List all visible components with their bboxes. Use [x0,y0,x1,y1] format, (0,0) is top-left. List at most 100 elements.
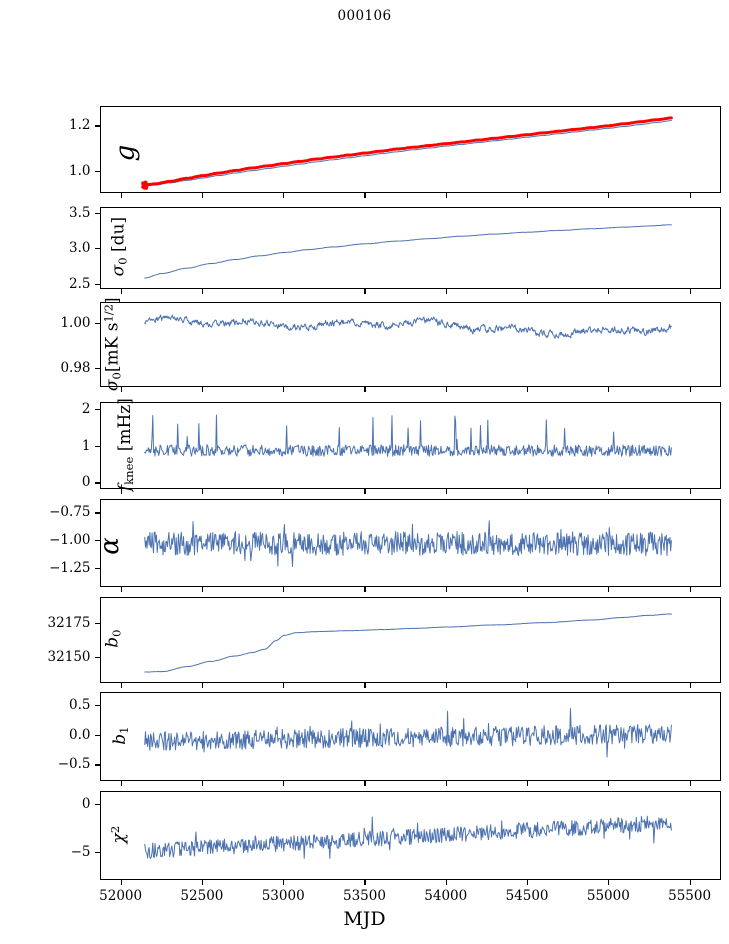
x-tick-mark [608,587,610,592]
x-tick-mark [120,289,122,294]
data-series-b1 [143,708,672,758]
x-tick-mark [445,489,447,494]
x-tick-label-52500: 52500 [180,888,224,904]
data-series-fknee [143,414,672,457]
x-tick-mark [201,587,204,592]
x-tick-mark [201,193,204,198]
x-tick-mark [283,289,285,294]
x-tick-mark [527,489,529,494]
x-tick-mark [445,880,447,885]
y-tick-label-alpha-1: −1.00 [49,532,91,549]
y-tick-mark [95,568,100,570]
x-tick-mark [283,387,285,392]
y-tick-label-sigma0_du-2: 3.5 [69,204,91,221]
x-tick-mark [608,289,610,294]
y-tick-label-b1-0: 0.5 [69,697,91,714]
y-tick-mark [95,248,100,250]
y-tick-label-chi2-0: 0 [81,796,91,813]
x-tick-mark [201,289,204,294]
plot-panel-b0 [99,597,721,683]
plot-panel-b1 [99,692,721,781]
y-tick-mark [95,657,100,659]
plot-panel-sigma0_mKs [99,302,721,387]
x-tick-mark [445,289,447,294]
x-tick-mark [689,683,691,688]
x-tick-mark [201,387,204,392]
x-tick-mark [201,683,204,688]
y-tick-label-gain-0: 1.0 [69,163,91,180]
plot-panel-alpha [99,499,721,587]
x-tick-mark [364,587,366,592]
x-tick-mark [364,387,366,392]
plot-panel-sigma0_du [99,207,721,289]
x-tick-label-53500: 53500 [342,888,386,904]
y-tick-label-sigma0_du-0: 2.5 [69,276,91,292]
data-series-alpha [143,520,672,568]
x-tick-mark [608,193,610,198]
x-tick-mark [364,683,366,688]
y-tick-mark [95,705,100,707]
x-tick-mark [527,880,529,885]
y-tick-label-f_knee-1: 1 [81,437,91,454]
plot-panel-gain [99,106,721,193]
x-tick-mark [120,193,122,198]
x-tick-mark [201,781,204,786]
x-tick-mark [608,387,610,392]
x-tick-mark [364,880,366,885]
y-tick-label-f_knee-0: 0 [81,474,91,491]
y-tick-mark [95,212,100,214]
x-tick-mark [689,387,691,392]
x-tick-mark [283,683,285,688]
x-tick-mark [364,489,366,494]
y-tick-label-b0-0: 32150 [47,649,91,666]
y-tick-label-b0-1: 32175 [47,614,91,631]
y-tick-mark [95,445,100,447]
x-tick-mark [364,193,366,198]
figure-title: 000106 [337,8,392,24]
x-tick-mark [608,489,610,494]
x-tick-label-53000: 53000 [261,888,305,904]
x-tick-label-55000: 55000 [586,888,630,904]
x-tick-mark [120,683,122,688]
x-tick-mark [364,781,366,786]
x-tick-mark [527,289,529,294]
x-tick-mark [120,387,122,392]
x-tick-mark [283,193,285,198]
y-tick-mark [95,851,100,853]
x-tick-mark [445,587,447,592]
x-tick-mark [364,289,366,294]
x-axis-label: MJD [343,908,386,930]
y-tick-mark [95,323,100,325]
y-tick-mark [95,125,100,127]
x-tick-mark [120,587,122,592]
x-tick-mark [527,683,529,688]
x-tick-mark [201,880,204,885]
data-series-b0 [143,613,672,673]
x-tick-mark [689,193,691,198]
y-tick-mark [95,482,100,484]
x-tick-mark [120,781,122,786]
y-tick-mark [95,512,100,514]
y-tick-label-sigma0_mKs-1: 1.00 [60,315,91,332]
x-tick-mark [689,781,691,786]
y-tick-label-chi2-1: −5 [70,843,91,860]
data-series-model [141,120,672,188]
data-series-chi2 [143,815,672,859]
x-tick-mark [608,683,610,688]
y-tick-label-sigma0_du-1: 3.0 [69,240,91,257]
y-tick-mark [95,734,100,736]
y-tick-label-b1-1: 0.0 [69,726,91,743]
x-tick-mark [283,587,285,592]
y-tick-label-b1-2: −0.5 [57,756,91,773]
y-tick-mark [95,408,100,410]
y-tick-mark [95,367,100,370]
y-tick-label-gain-1: 1.2 [69,117,91,134]
x-tick-mark [201,489,204,494]
x-tick-mark [445,387,447,392]
y-tick-label-alpha-2: −1.25 [49,560,91,577]
x-tick-label-55500: 55500 [668,888,712,904]
x-tick-mark [527,387,529,392]
x-tick-mark [445,193,447,198]
x-tick-mark [608,781,610,786]
